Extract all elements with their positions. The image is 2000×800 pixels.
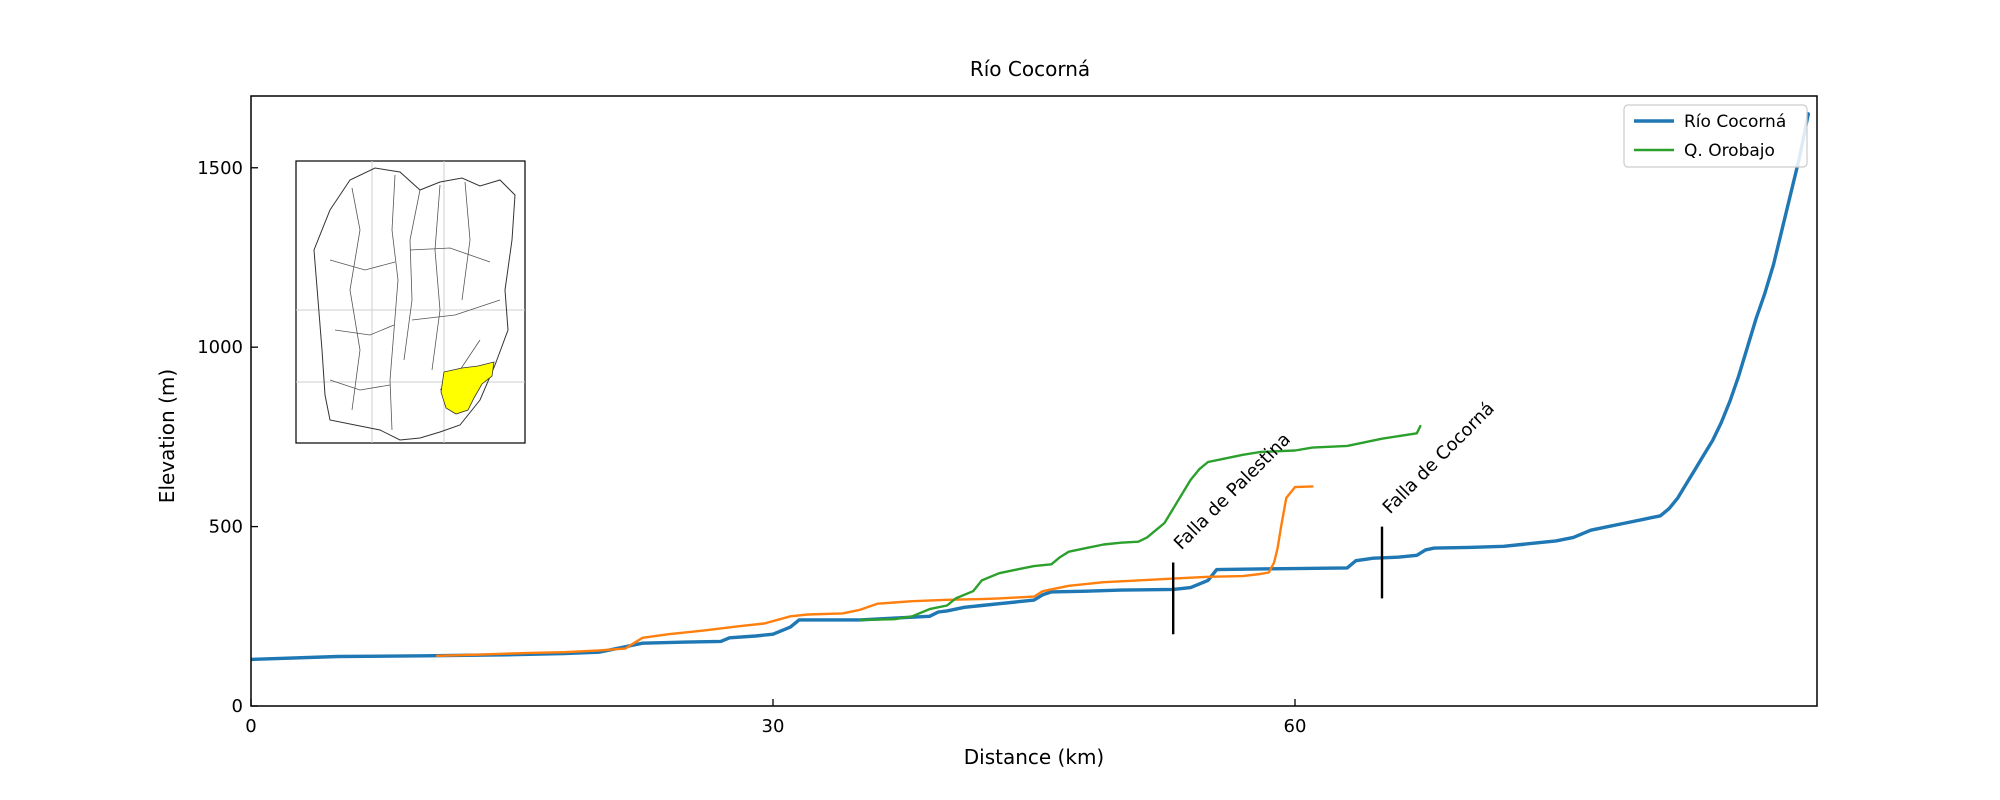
- y-tick-label: 1000: [197, 337, 243, 358]
- y-tick-label: 1500: [197, 158, 243, 179]
- y-axis-label: Elevation (m): [155, 369, 179, 503]
- chart-title: Río Cocorná: [970, 57, 1090, 81]
- series-line-3: [858, 424, 1422, 622]
- y-tick-label: 0: [232, 696, 243, 717]
- inset-frame: [295, 160, 526, 444]
- watershed-outline: [313, 167, 516, 441]
- x-tick-label: 60: [1284, 716, 1307, 737]
- x-tick-label: 30: [762, 716, 785, 737]
- y-tick-label: 500: [209, 517, 243, 538]
- legend-label-2: Q. Orobajo: [1684, 141, 1775, 161]
- axes-frame: [250, 95, 1818, 707]
- inset-map: [295, 160, 526, 444]
- series-group: [251, 112, 1810, 662]
- series-line-1: [251, 112, 1810, 662]
- series-line-2: [436, 485, 1314, 657]
- highlighted-basin: [440, 361, 495, 415]
- x-axis-label: Distance (km): [964, 745, 1104, 769]
- x-tick-label: 0: [245, 716, 256, 737]
- legend: Río Cocorná Q. Orobajo: [1623, 104, 1808, 168]
- fault-label-1: Falla de Palestina: [1170, 429, 1295, 554]
- fault-label-2: Falla de Cocorná: [1379, 398, 1499, 518]
- legend-label-1: Río Cocorná: [1684, 112, 1786, 132]
